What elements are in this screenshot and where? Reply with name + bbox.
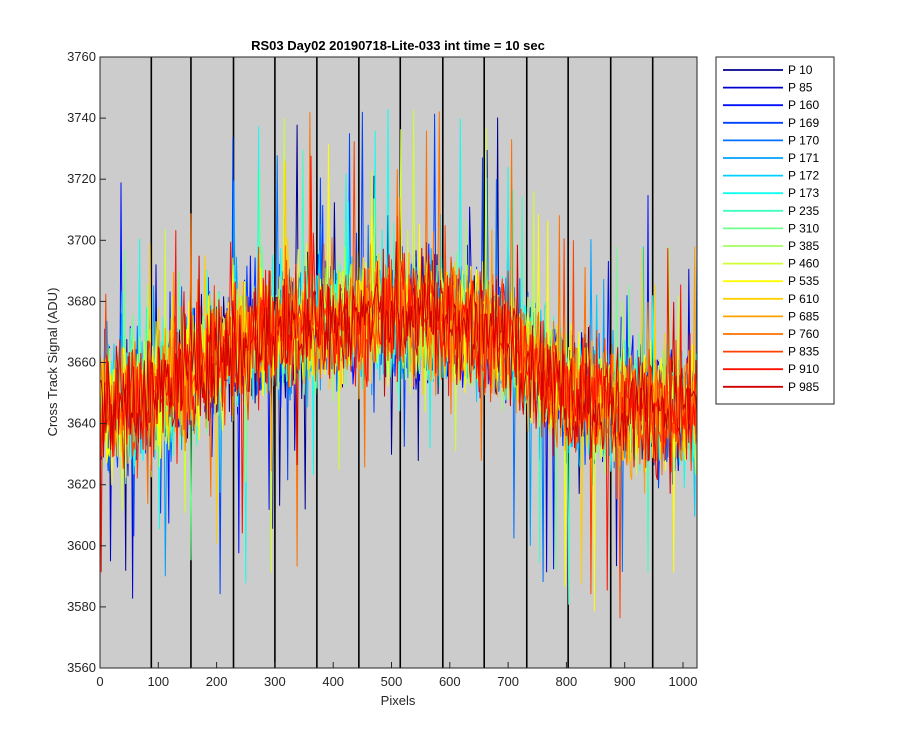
x-axis: 0 100 200 300 400 500 600 700 800 900 1000: [96, 662, 697, 689]
legend-entry: P 10: [788, 63, 813, 77]
legend-entry: P 169: [788, 116, 819, 130]
legend: P 10 P 85 P 160 P 169 P 170 P 171 P 172 P 173 P …: [715, 56, 835, 405]
y-tick-label: 3660: [67, 355, 96, 370]
y-tick-label: 3740: [67, 110, 96, 125]
series-lines: [99, 109, 698, 619]
x-tick-label: 900: [614, 674, 636, 689]
y-axis: 3560 3580 3600 3620 3640 3660 3680 3700 3720 3740…: [67, 49, 106, 675]
x-tick-label: 600: [439, 674, 461, 689]
x-axis-label: Pixels: [381, 693, 416, 708]
legend-entry: P 685: [788, 309, 819, 323]
y-tick-label: 3600: [67, 538, 96, 553]
legend-entry: P 985: [788, 380, 819, 394]
legend-entry: P 535: [788, 274, 819, 288]
legend-entry: P 385: [788, 239, 819, 253]
y-tick-label: 3620: [67, 477, 96, 492]
y-axis-label: Cross Track Signal (ADU): [45, 288, 60, 437]
y-tick-label: 3760: [67, 49, 96, 64]
x-tick-label: 700: [497, 674, 519, 689]
x-tick-label: 300: [264, 674, 286, 689]
y-tick-label: 3680: [67, 293, 96, 308]
legend-entry: P 910: [788, 362, 819, 376]
legend-entry: P 172: [788, 169, 819, 183]
legend-entry: P 160: [788, 98, 819, 112]
y-tick-label: 3640: [67, 416, 96, 431]
chart-title: RS03 Day02 20190718-Lite-033 int time = …: [251, 38, 545, 53]
legend-entry: P 760: [788, 327, 819, 341]
x-tick-label: 400: [322, 674, 344, 689]
legend-box: [715, 56, 835, 405]
legend-entry: P 310: [788, 221, 819, 235]
legend-entry: P 460: [788, 257, 819, 271]
y-tick-label: 3580: [67, 599, 96, 614]
x-tick-label: 200: [206, 674, 228, 689]
legend-entry: P 610: [788, 292, 819, 306]
legend-entry: P 171: [788, 151, 819, 165]
x-tick-label: 1000: [669, 674, 698, 689]
legend-entry: P 235: [788, 204, 819, 218]
legend-entry: P 170: [788, 133, 819, 147]
y-tick-label: 3720: [67, 171, 96, 186]
x-tick-label: 500: [381, 674, 403, 689]
x-tick-label: 800: [556, 674, 578, 689]
y-tick-label: 3560: [67, 660, 96, 675]
legend-entry: P 173: [788, 186, 819, 200]
x-tick-label: 0: [96, 674, 103, 689]
legend-entry: P 835: [788, 345, 819, 359]
series-line-p-985: [99, 241, 698, 494]
x-tick-label: 100: [147, 674, 169, 689]
y-tick-label: 3700: [67, 232, 96, 247]
legend-entry: P 85: [788, 81, 813, 95]
